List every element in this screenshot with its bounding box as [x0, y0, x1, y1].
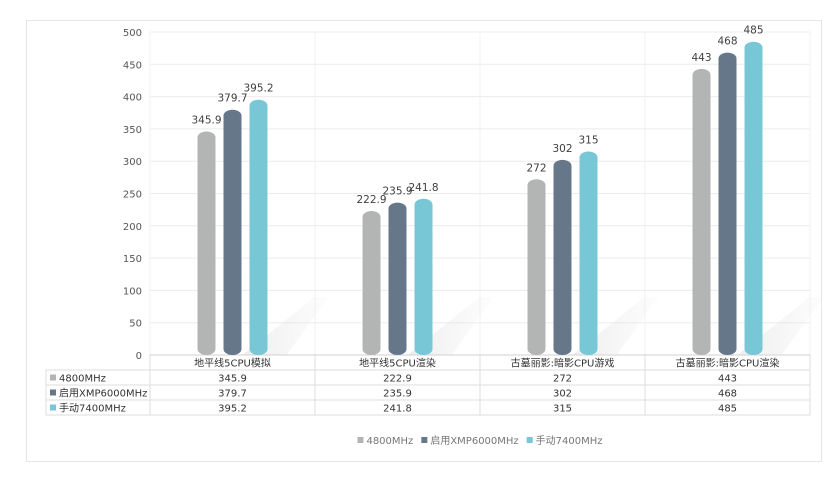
y-tick-label: 100 [123, 286, 142, 297]
table-series-swatch [50, 374, 56, 381]
bar [388, 202, 407, 355]
y-tick-label: 200 [123, 222, 142, 233]
bar [414, 198, 433, 355]
bar-value-label: 485 [743, 25, 763, 37]
bar [223, 109, 242, 355]
bar-value-label: 345.9 [191, 115, 221, 127]
table-series-swatch [50, 404, 56, 411]
bar-shadow [699, 297, 824, 355]
legend-item[interactable]: 手动7400MHz [526, 434, 603, 447]
bar-value-label: 379.7 [217, 93, 247, 105]
table-cell: 315 [553, 404, 572, 415]
table-cell: 222.9 [383, 374, 412, 385]
table-border [45, 369, 811, 416]
legend-swatch [421, 437, 428, 443]
y-tick-label: 350 [123, 125, 142, 136]
legend-items: 4800MHz 启用XMP6000MHz 手动7400MHz [357, 434, 603, 447]
bar-shadow [534, 297, 659, 355]
legend-swatch [357, 437, 364, 443]
bar-value-label: 468 [717, 36, 737, 48]
table-series-swatch [50, 389, 56, 396]
table-cell: 302 [553, 389, 572, 400]
bars [197, 41, 763, 356]
table-cell: 345.9 [218, 374, 247, 385]
bar-value-label: 222.9 [356, 194, 386, 206]
legend-label: 4800MHz [366, 436, 413, 447]
y-tick-label: 400 [123, 93, 142, 104]
bar-value-label: 235.9 [382, 186, 412, 198]
bar [362, 211, 381, 355]
data-table: 地平线5CPU模拟 地平线5CPU渲染 古墓丽影:暗影CPU游戏 古墓丽影:暗影CPU… [45, 355, 811, 416]
bar-value-label: 272 [526, 162, 546, 174]
table-cell: 395.2 [218, 404, 247, 415]
y-tick-label: 450 [123, 60, 142, 71]
x-category-label: 古墓丽影:暗影CPU游戏 [511, 357, 615, 370]
bar [718, 52, 737, 356]
legend-item[interactable]: 4800MHz [357, 436, 413, 447]
y-tick-label: 50 [129, 319, 142, 330]
y-tick-label: 250 [123, 190, 142, 201]
bar [197, 131, 216, 355]
legend-label: 手动7400MHz [536, 434, 603, 447]
bar [553, 159, 572, 355]
x-category-label: 地平线5CPU模拟 [194, 357, 271, 370]
legend-swatch [526, 437, 533, 443]
bar [249, 99, 268, 355]
bar [692, 68, 711, 356]
bar-value-label: 315 [578, 135, 598, 147]
bar [579, 151, 598, 355]
y-axis: 0 50 100 150 200 250 300 350 400 450 500 [123, 28, 142, 362]
table-cell: 235.9 [383, 389, 412, 400]
bar-value-label: 395.2 [243, 83, 273, 95]
table-cell: 272 [553, 374, 572, 385]
bar [527, 179, 546, 355]
y-tick-label: 500 [123, 28, 142, 39]
bar-value-label: 302 [552, 143, 572, 155]
legend-label: 启用XMP6000MHz [430, 434, 518, 447]
bar [744, 41, 763, 355]
bar-shadows [204, 297, 824, 355]
bar-shadow [369, 297, 494, 355]
table-series-name: 启用XMP6000MHz [59, 387, 147, 400]
y-tick-label: 150 [123, 254, 142, 265]
y-tick-label: 0 [136, 351, 142, 362]
bar-value-label: 443 [691, 52, 711, 64]
table-cell: 485 [718, 404, 737, 415]
table-series-name: 手动7400MHz [59, 402, 126, 415]
table-cell: 468 [718, 389, 737, 400]
bar-shadow [204, 297, 329, 355]
table-cell: 379.7 [218, 389, 247, 400]
table-series-name: 4800MHz [59, 374, 106, 385]
x-category-label: 地平线5CPU渲染 [359, 357, 436, 370]
table-cell: 241.8 [383, 404, 412, 415]
table-cell: 443 [718, 374, 737, 385]
y-tick-label: 300 [123, 157, 142, 168]
bar-value-label: 241.8 [408, 182, 438, 194]
x-category-label: 古墓丽影:暗影CPU渲染 [676, 357, 780, 370]
legend-item[interactable]: 启用XMP6000MHz [421, 434, 519, 447]
legend: 4800MHz 启用XMP6000MHz 手动7400MHz [357, 434, 603, 447]
